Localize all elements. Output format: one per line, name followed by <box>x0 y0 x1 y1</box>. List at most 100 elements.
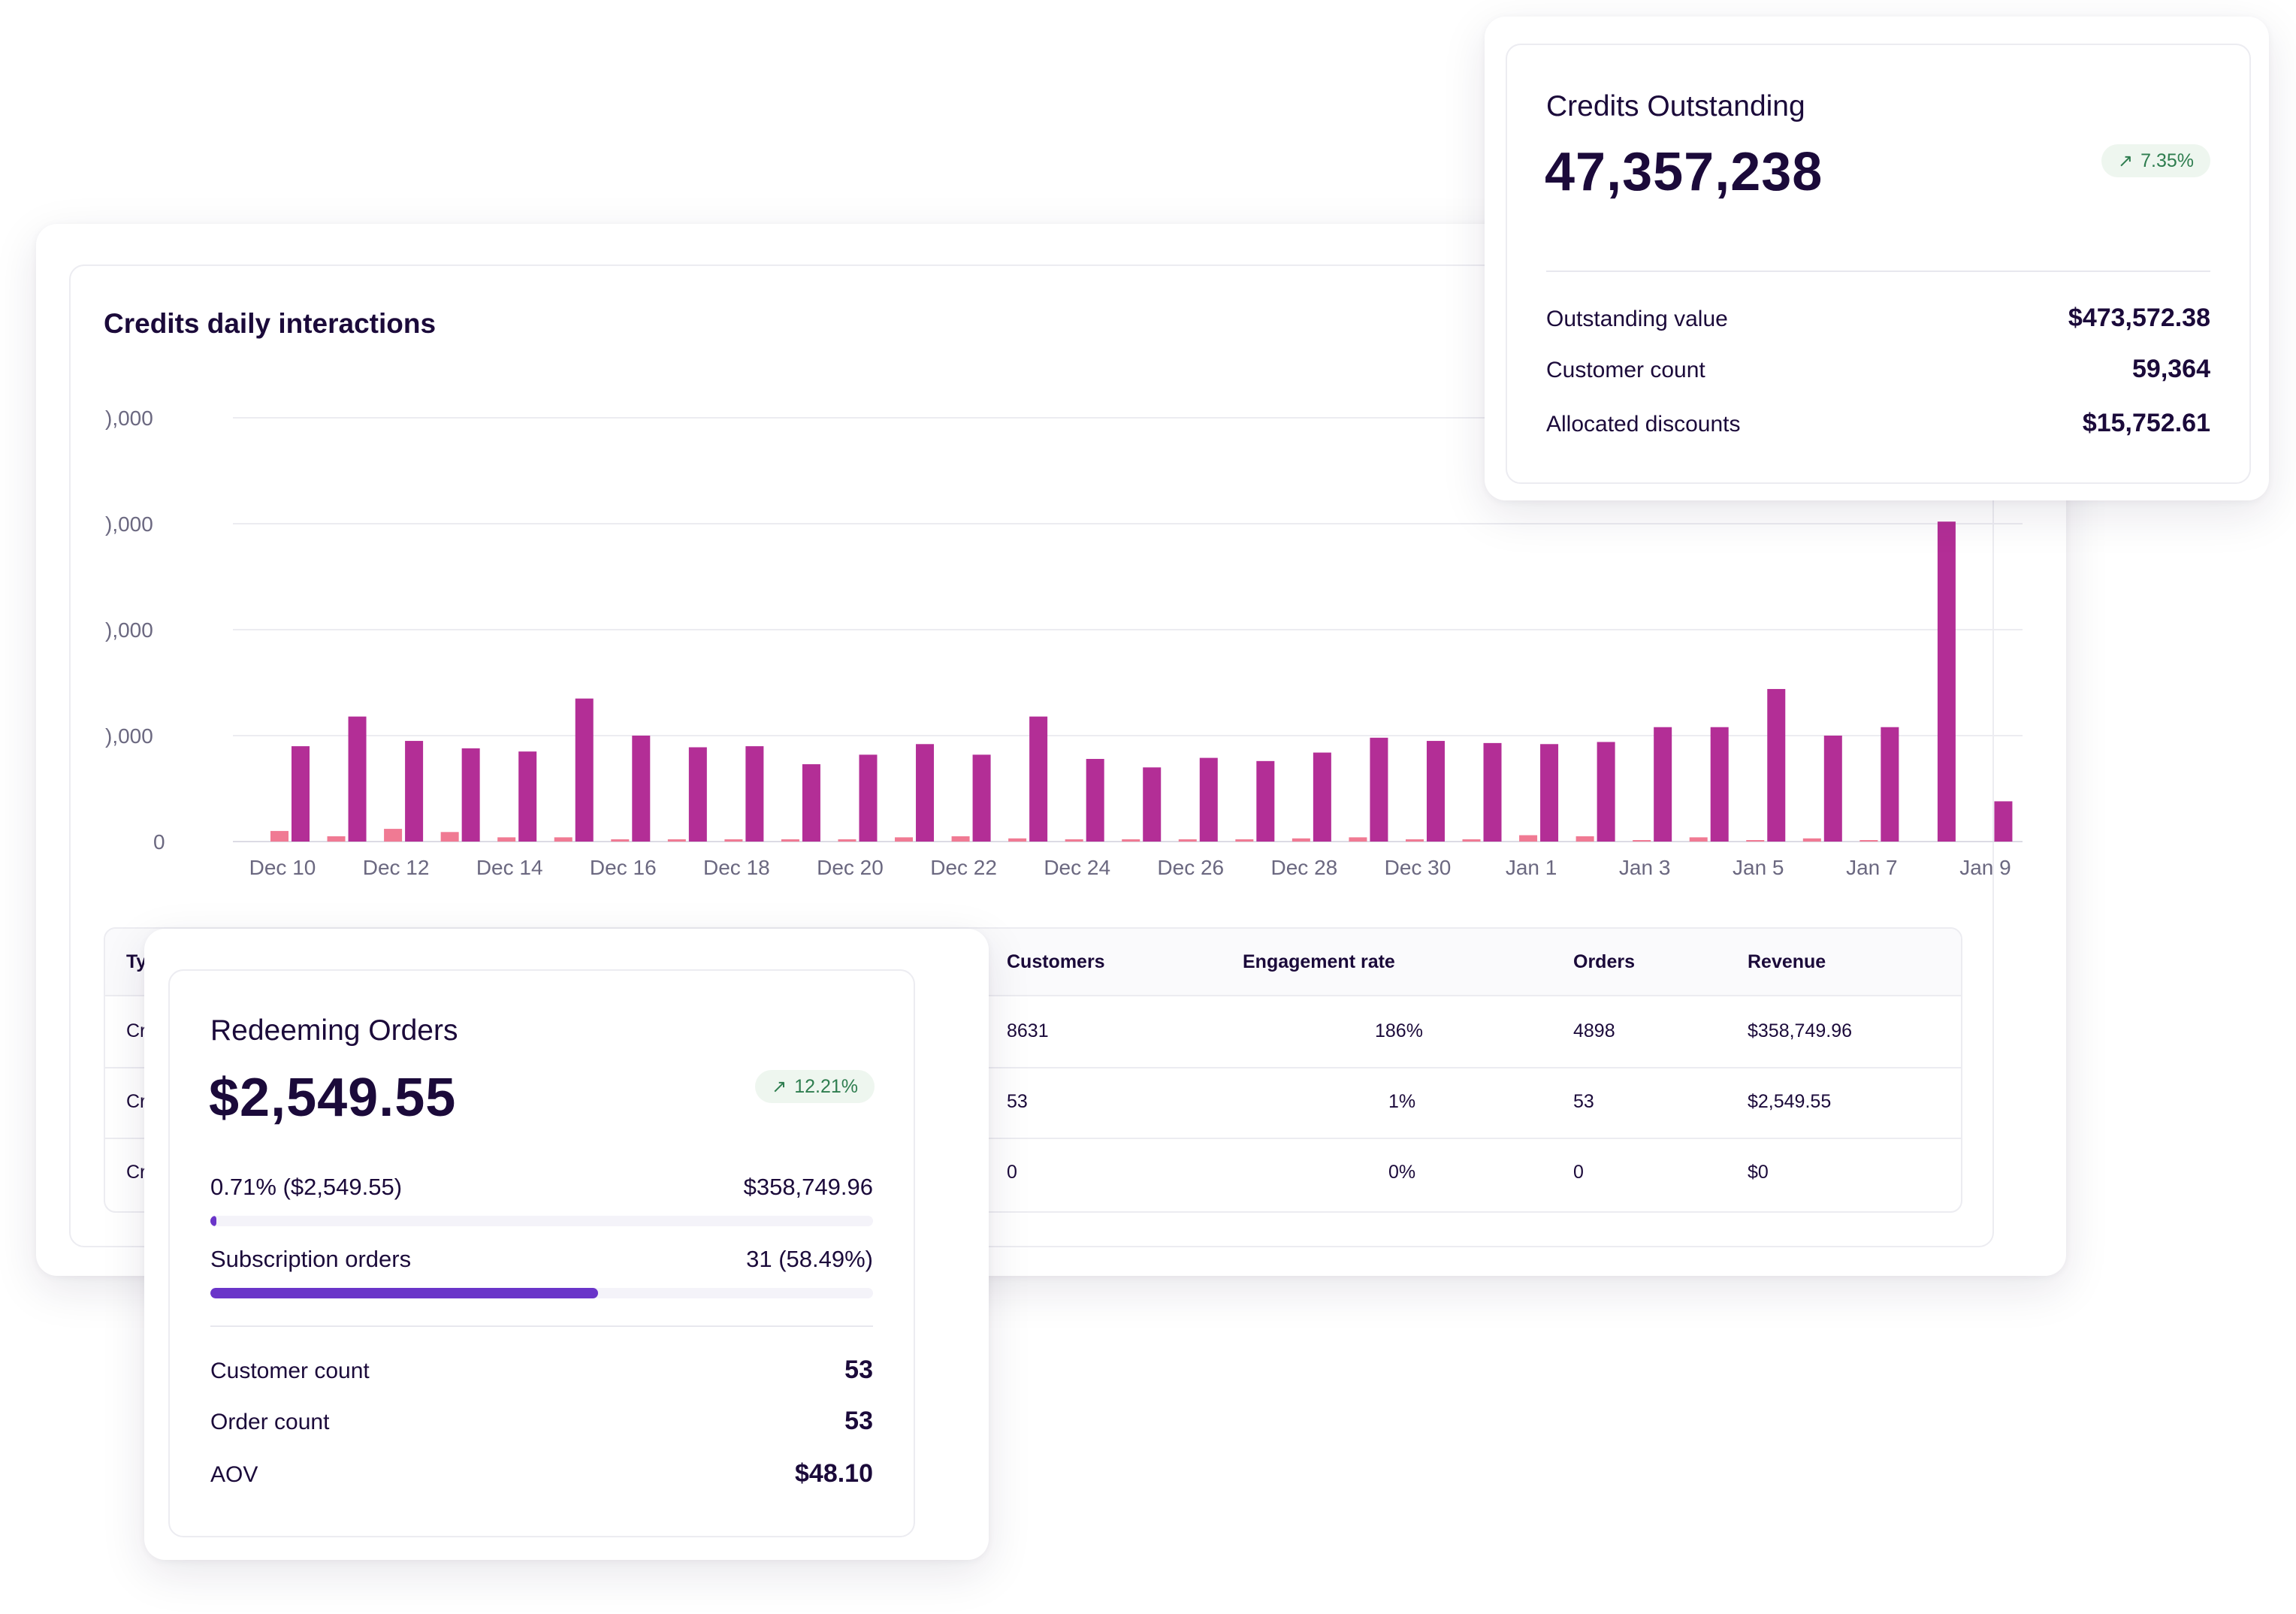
redemption-share-progress <box>210 1216 873 1226</box>
x-tick-label: Dec 16 <box>590 856 657 879</box>
x-tick-label: Dec 14 <box>476 856 543 879</box>
bar-secondary <box>1065 839 1083 842</box>
cell-type: Cr <box>126 1162 147 1183</box>
cell-engagement: 0% <box>1388 1162 1416 1183</box>
bar-secondary <box>1859 840 1878 842</box>
table-row[interactable]: Cr 8631 186% 4898 $358,749.96 <box>105 996 1961 1068</box>
header-revenue[interactable]: Revenue <box>1748 951 1826 972</box>
bar-secondary <box>440 832 459 842</box>
badge-text: 12.21% <box>794 1075 858 1097</box>
divider <box>210 1325 873 1327</box>
bar-primary <box>405 741 424 842</box>
arrow-up-right-icon: ↗ <box>772 1076 787 1097</box>
cell-revenue: $2,549.55 <box>1748 1091 1832 1112</box>
bar-primary <box>348 716 367 842</box>
header-type[interactable]: Ty <box>126 951 147 972</box>
header-customers[interactable]: Customers <box>1007 951 1105 972</box>
bar-secondary <box>1178 839 1197 842</box>
outstanding-value-label: Outstanding value <box>1546 307 1728 331</box>
redeeming-orders-change-badge: ↗ 12.21% <box>755 1070 875 1103</box>
bar-primary <box>1654 727 1672 842</box>
cell-engagement: 1% <box>1388 1091 1416 1112</box>
table-row[interactable]: Cr 0 0% 0 $0 <box>105 1138 1961 1208</box>
total-revenue-value: $358,749.96 <box>743 1174 873 1200</box>
x-tick-label: Jan 5 <box>1733 856 1784 879</box>
y-tick-label: ),000 <box>105 724 153 748</box>
bar-primary <box>1313 752 1331 842</box>
bar-primary <box>1199 757 1218 842</box>
bar-primary <box>461 748 480 842</box>
credits-outstanding-change-badge: ↗ 7.35% <box>2101 144 2210 177</box>
aov-value: $48.10 <box>795 1459 873 1488</box>
header-orders[interactable]: Orders <box>1573 951 1635 972</box>
x-tick-label: Dec 20 <box>817 856 884 879</box>
bar-secondary <box>895 837 914 842</box>
bar-primary <box>1937 521 1956 842</box>
header-engagement-rate[interactable]: Engagement rate <box>1243 951 1395 972</box>
table-row[interactable]: Cr 53 1% 53 $2,549.55 <box>105 1067 1961 1139</box>
cell-customers: 0 <box>1007 1162 1017 1183</box>
bar-secondary <box>611 839 630 842</box>
cell-revenue: $0 <box>1748 1162 1769 1183</box>
bar-primary <box>1483 742 1502 842</box>
bar-secondary <box>724 839 743 842</box>
redeeming-orders-card: Redeeming Orders $2,549.55 ↗ 12.21% 0.71… <box>168 969 915 1537</box>
cell-revenue: $358,749.96 <box>1748 1020 1853 1041</box>
order-count-label: Order count <box>210 1410 330 1434</box>
bar-primary <box>688 747 707 842</box>
bar-primary <box>802 764 820 842</box>
bar-primary <box>1994 801 2013 842</box>
credits-outstanding-title: Credits Outstanding <box>1546 90 1805 122</box>
bar-primary <box>1029 716 1048 842</box>
bar-primary <box>1881 727 1899 842</box>
bar-secondary <box>554 837 572 842</box>
customer-count-label: Customer count <box>1546 358 1705 382</box>
y-tick-label: ),000 <box>105 618 153 642</box>
bar-primary <box>1823 736 1842 842</box>
bar-primary <box>518 751 537 842</box>
x-tick-label: Dec 26 <box>1157 856 1224 879</box>
x-tick-label: Dec 28 <box>1271 856 1338 879</box>
cell-orders: 0 <box>1573 1162 1584 1183</box>
order-count-value: 53 <box>844 1407 873 1435</box>
outstanding-value-amount: $473,572.38 <box>2068 304 2210 332</box>
divider <box>1546 271 2210 272</box>
bar-chart: 0),000),000),000),000 Dec 10 Dec 12 Dec 14 D… <box>105 407 2023 879</box>
bar-secondary <box>1292 838 1310 842</box>
bar-secondary <box>781 839 799 842</box>
bar-primary <box>632 736 651 842</box>
bar-primary <box>916 744 935 842</box>
arrow-up-right-icon: ↗ <box>2118 150 2134 171</box>
x-tick-label: Dec 18 <box>703 856 770 879</box>
bar-secondary <box>1235 839 1254 842</box>
bar-secondary <box>1689 837 1708 842</box>
customer-count-value: 53 <box>844 1356 873 1384</box>
x-tick-label: Jan 3 <box>1619 856 1671 879</box>
cell-orders: 4898 <box>1573 1020 1615 1041</box>
bar-secondary <box>1575 836 1594 842</box>
bar-secondary <box>327 836 346 842</box>
x-tick-label: Dec 12 <box>363 856 430 879</box>
redeeming-orders-title: Redeeming Orders <box>210 1014 458 1047</box>
customer-count-value: 59,364 <box>2132 355 2210 383</box>
bar-primary <box>1143 767 1162 842</box>
bar-primary <box>1370 737 1388 842</box>
subscription-orders-progress <box>210 1288 873 1298</box>
bar-primary <box>1086 759 1104 842</box>
bar-secondary <box>1633 840 1651 842</box>
x-tick-label: Jan 1 <box>1506 856 1557 879</box>
x-tick-label: Jan 9 <box>1959 856 2011 879</box>
x-tick-label: Dec 30 <box>1385 856 1452 879</box>
x-tick-label: Dec 24 <box>1044 856 1110 879</box>
allocated-discounts-value: $15,752.61 <box>2082 409 2210 437</box>
subscription-orders-value: 31 (58.49%) <box>746 1246 873 1272</box>
allocated-discounts-label: Allocated discounts <box>1546 412 1741 437</box>
bar-secondary <box>1122 839 1140 842</box>
redeeming-orders-value: $2,549.55 <box>209 1068 457 1128</box>
x-tick-label: Dec 10 <box>249 856 316 879</box>
y-tick-label: ),000 <box>105 407 153 430</box>
redemption-share-label: 0.71% ($2,549.55) <box>210 1174 403 1200</box>
bar-secondary <box>951 836 970 842</box>
x-tick-label: Jan 7 <box>1846 856 1898 879</box>
cell-customers: 8631 <box>1007 1020 1049 1041</box>
